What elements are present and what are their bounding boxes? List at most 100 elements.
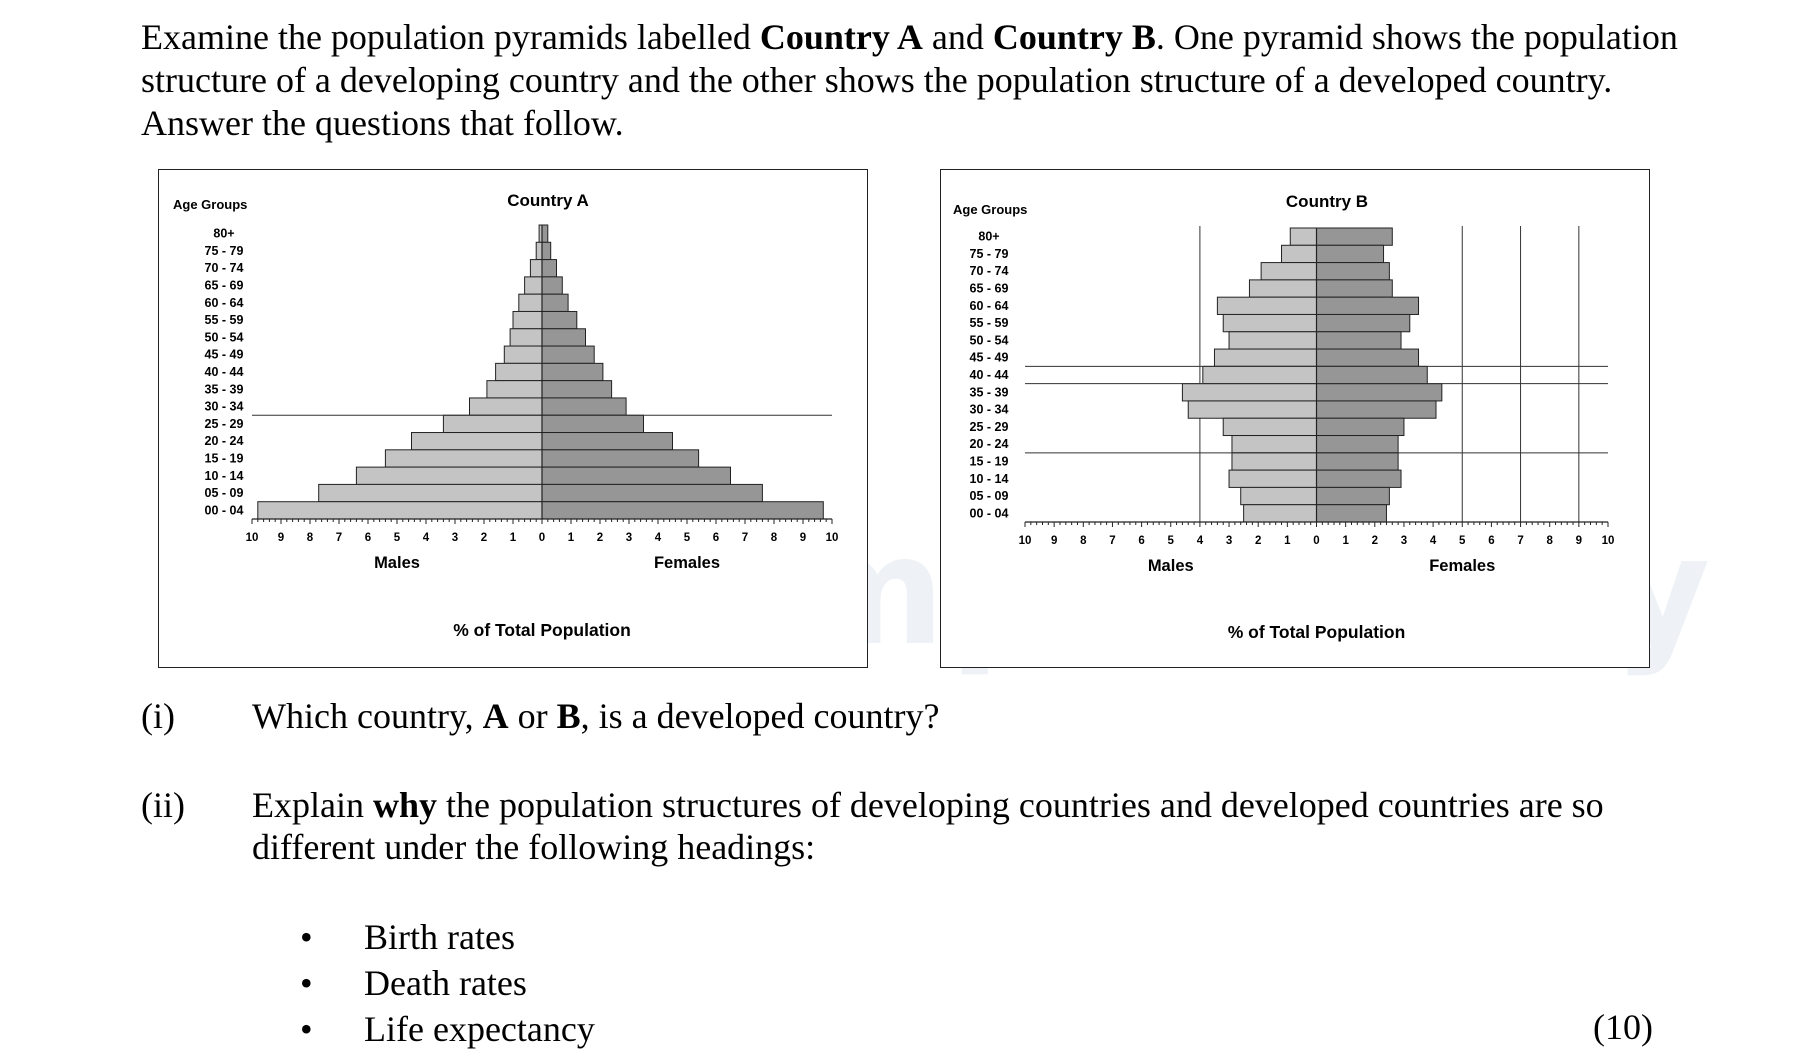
age-group-label: 70 - 74 bbox=[205, 261, 244, 275]
bullet-dot: • bbox=[300, 1009, 313, 1049]
chart-title: Country B bbox=[1286, 192, 1368, 211]
bar-female-3 bbox=[1316, 279, 1393, 298]
x-tick-label: 8 bbox=[1080, 535, 1087, 547]
x-tick-label: 1 bbox=[1284, 535, 1291, 547]
x-axis-title: % of Total Population bbox=[1228, 622, 1406, 642]
bar-female-1 bbox=[541, 241, 552, 261]
bar-female-9 bbox=[541, 380, 613, 399]
x-tick-label: 1 bbox=[568, 532, 575, 544]
age-group-label: 75 - 79 bbox=[205, 244, 244, 258]
bar-male-16 bbox=[1243, 504, 1317, 523]
bar-male-9 bbox=[486, 380, 543, 399]
x-tick-label: 8 bbox=[1546, 535, 1553, 547]
bar-female-11 bbox=[541, 414, 644, 434]
age-group-label: 10 - 14 bbox=[970, 472, 1009, 486]
bar-male-12 bbox=[1231, 435, 1317, 454]
bar-male-1 bbox=[1281, 244, 1317, 264]
bar-male-8 bbox=[1202, 365, 1317, 385]
bar-male-10 bbox=[1187, 400, 1317, 419]
intro-country-a: Country A bbox=[759, 17, 923, 57]
bar-female-4 bbox=[1316, 296, 1420, 315]
bullet-dot: • bbox=[300, 917, 313, 957]
question-ii: Explain why the population structures of… bbox=[252, 784, 1682, 868]
x-tick-label: 9 bbox=[1576, 535, 1582, 547]
age-group-label: 60 - 64 bbox=[970, 299, 1009, 313]
x-tick-label: 4 bbox=[1430, 535, 1437, 547]
x-tick-label: 7 bbox=[742, 532, 748, 544]
x-tick-label: 2 bbox=[1372, 535, 1378, 547]
bar-female-15 bbox=[1316, 486, 1390, 506]
bar-male-6 bbox=[1228, 331, 1317, 350]
age-group-label: 30 - 34 bbox=[970, 403, 1009, 417]
x-tick-label: 8 bbox=[771, 532, 778, 544]
y-axis-title: Age Groups bbox=[173, 197, 247, 212]
question-i-number: (i) bbox=[141, 696, 175, 736]
age-group-label: 15 - 19 bbox=[205, 451, 244, 465]
question-i-b: B bbox=[556, 696, 581, 736]
x-tick-label: 10 bbox=[1602, 535, 1615, 547]
bar-female-2 bbox=[1316, 262, 1390, 281]
age-group-label: 45 - 49 bbox=[970, 351, 1009, 365]
intro-text: Examine the population pyramids labelled… bbox=[141, 16, 1701, 145]
x-tick-label: 4 bbox=[1197, 535, 1204, 547]
bar-female-9 bbox=[1316, 383, 1443, 402]
age-group-label: 00 - 04 bbox=[970, 506, 1009, 520]
bullet-text: Life expectancy bbox=[364, 1009, 595, 1049]
x-tick-label: 1 bbox=[1342, 535, 1349, 547]
bar-female-10 bbox=[1316, 400, 1437, 419]
bar-female-7 bbox=[541, 345, 595, 364]
x-tick-label: 5 bbox=[1459, 535, 1466, 547]
age-group-label: 05 - 09 bbox=[205, 486, 244, 500]
x-tick-label: 5 bbox=[684, 532, 691, 544]
bar-female-13 bbox=[1316, 452, 1399, 471]
age-group-label: 65 - 69 bbox=[970, 282, 1009, 296]
age-group-label: 60 - 64 bbox=[205, 296, 244, 310]
x-tick-label: 2 bbox=[481, 532, 487, 544]
x-tick-label: 7 bbox=[336, 532, 342, 544]
age-group-label: 40 - 44 bbox=[970, 368, 1009, 382]
x-tick-label: 5 bbox=[1168, 535, 1175, 547]
series-label-females: Females bbox=[1429, 557, 1495, 575]
x-tick-label: 6 bbox=[365, 532, 371, 544]
question-ii-why: why bbox=[372, 785, 438, 825]
intro-part1: Examine the population pyramids labelled bbox=[141, 17, 760, 57]
intro-and: and bbox=[922, 17, 993, 57]
x-tick-label: 6 bbox=[713, 532, 719, 544]
question-i-a: A bbox=[482, 696, 509, 736]
bar-female-7 bbox=[1316, 348, 1420, 367]
marks-label: (10) bbox=[1593, 1007, 1653, 1047]
age-group-label: 15 - 19 bbox=[970, 454, 1009, 468]
bar-female-14 bbox=[1316, 469, 1402, 488]
age-group-label: 20 - 24 bbox=[970, 437, 1009, 451]
bar-male-1 bbox=[535, 241, 543, 261]
bar-male-0 bbox=[1289, 227, 1318, 246]
bar-female-15 bbox=[541, 483, 763, 503]
bar-female-14 bbox=[541, 466, 731, 485]
pyramid-country-a: 80+ 75 - 79 70 - 74 65 - 69 60 - 64 55 - 59 50… bbox=[158, 169, 868, 668]
bar-male-14 bbox=[1228, 469, 1317, 488]
x-tick-label: 7 bbox=[1517, 535, 1523, 547]
age-group-label: 55 - 59 bbox=[205, 313, 244, 327]
x-tick-label: 4 bbox=[423, 532, 430, 544]
bar-male-2 bbox=[529, 259, 543, 278]
series-label-females: Females bbox=[654, 554, 720, 572]
bar-female-3 bbox=[541, 276, 563, 295]
question-i-part1: Which country, bbox=[252, 696, 483, 736]
bar-male-3 bbox=[1248, 279, 1317, 298]
age-group-label: 70 - 74 bbox=[970, 264, 1009, 278]
x-tick-label: 10 bbox=[1019, 535, 1032, 547]
x-tick-label: 3 bbox=[1401, 535, 1407, 547]
question-ii-part2: the population structures of developing … bbox=[252, 785, 1604, 867]
question-i: Which country, A or B, is a developed co… bbox=[252, 695, 1652, 737]
x-tick-label: 9 bbox=[800, 532, 806, 544]
bar-female-5 bbox=[541, 310, 578, 330]
x-tick-label: 4 bbox=[655, 532, 662, 544]
bar-male-9 bbox=[1181, 383, 1317, 402]
x-axis-title: % of Total Population bbox=[453, 620, 631, 640]
x-tick-label: 7 bbox=[1109, 535, 1115, 547]
bar-female-13 bbox=[541, 449, 700, 468]
age-group-label: 55 - 59 bbox=[970, 316, 1009, 330]
bar-male-8 bbox=[495, 362, 543, 382]
age-group-label: 30 - 34 bbox=[205, 400, 244, 414]
